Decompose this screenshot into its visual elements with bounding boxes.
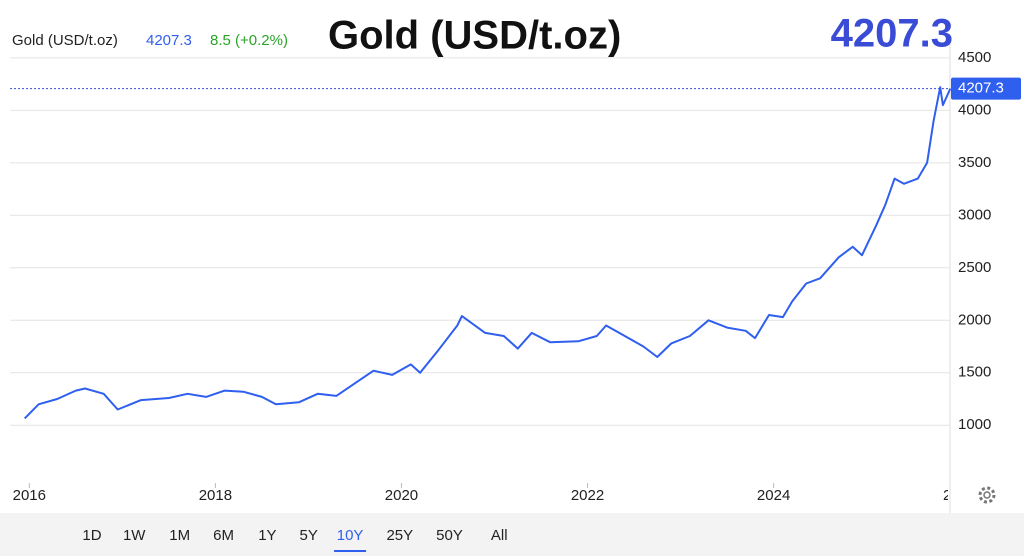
x-tick-label: 2018 [199,487,232,504]
header-price: 4207.3 [146,32,192,49]
x-tick-label: 2020 [385,487,418,504]
price-line [23,86,952,420]
big-price: 4207.3 [831,12,953,56]
range-button[interactable]: 1W [123,527,146,544]
range-button[interactable]: 6M [213,527,234,544]
range-button[interactable]: 50Y [436,527,463,544]
range-button[interactable]: 1M [169,527,190,544]
x-tick-label: 2022 [571,487,604,504]
header-name: Gold (USD/t.oz) [12,32,118,49]
x-axis: 2016 2018 2020 2022 2024 2026 [13,483,976,504]
range-button[interactable]: 5Y [300,527,318,544]
last-price-label: 4207.3 [958,80,1004,97]
last-price-box [951,77,1021,100]
x-tick-label: 2016 [13,487,46,504]
range-button[interactable]: All [491,527,508,544]
y-tick-label: 4500 [958,49,991,66]
range-button[interactable]: 1D [82,527,101,544]
y-tick-label: 2500 [958,259,991,276]
range-bar [0,513,1024,556]
y-tick-label: 2000 [958,311,991,328]
x-tick-label: 2026 [943,487,976,504]
range-button[interactable]: 10Y [337,527,364,544]
range-button[interactable]: 25Y [386,527,413,544]
settings-icon[interactable] [978,486,996,504]
y-tick-label: 3000 [958,206,991,223]
y-tick-label: 1500 [958,364,991,381]
range-button[interactable]: 1Y [258,527,276,544]
chart-title: Gold (USD/t.oz) [328,14,621,58]
y-tick-label: 4000 [958,101,991,118]
header-change: 8.5 (+0.2%) [210,32,288,49]
x-tick-label: 2024 [757,487,790,504]
y-tick-label: 1000 [958,416,991,433]
y-tick-label: 3500 [958,154,991,171]
